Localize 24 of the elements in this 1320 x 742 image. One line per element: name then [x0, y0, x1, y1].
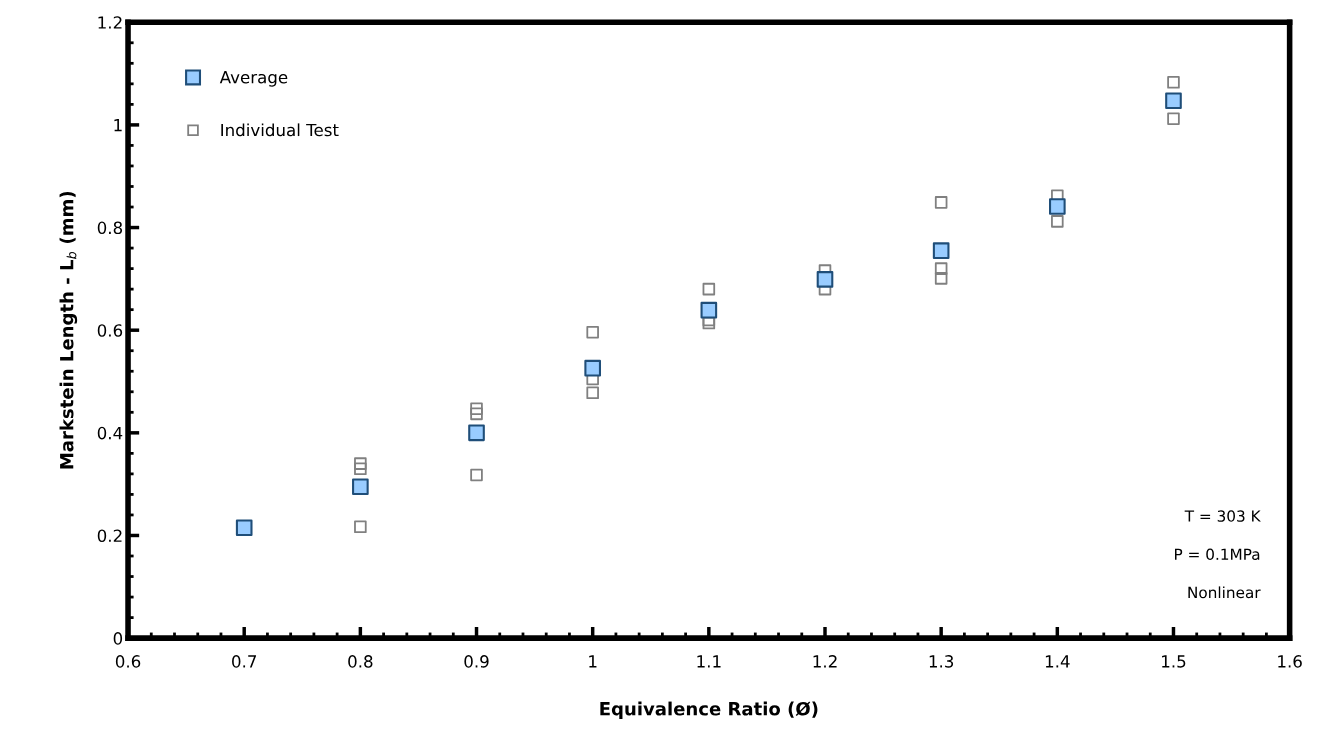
annotation: P = 0.1MPa — [1175, 548, 1260, 561]
y-tick-label: 1 — [114, 119, 122, 132]
x-tick-label: 1 — [589, 655, 597, 668]
x-tick-label: 0.7 — [232, 655, 257, 668]
y-tick-label: 0.8 — [97, 221, 123, 235]
x-tick-label: 0.8 — [348, 655, 373, 668]
x-axis-title: Equivalence Ratio (Ø) — [600, 701, 818, 720]
annotation: Nonlinear — [1188, 586, 1261, 599]
x-tick-label: 1.2 — [813, 655, 837, 668]
x-tick-label: 1.1 — [697, 655, 721, 668]
x-tick-label: 1.3 — [929, 655, 954, 668]
x-tick-label: 1.4 — [1045, 655, 1070, 668]
x-tick-label: 1.5 — [1162, 655, 1186, 668]
x-tick-label: 1.6 — [1278, 655, 1302, 668]
x-tick-label: 0.9 — [464, 655, 489, 668]
legend-label: Individual Test — [221, 123, 339, 137]
y-tick-label: 0.6 — [97, 324, 123, 337]
y-tick-label: 0.4 — [97, 426, 123, 440]
y-tick-label: 1.2 — [98, 16, 122, 29]
annotation: T = 303 K — [1184, 510, 1261, 522]
y-tick-label: 0 — [113, 632, 123, 645]
y-axis-title: Markstein Length - L$_{b}$ (mm) — [59, 191, 78, 469]
y-tick-label: 0.2 — [97, 529, 122, 543]
legend-label: Average — [219, 71, 288, 87]
